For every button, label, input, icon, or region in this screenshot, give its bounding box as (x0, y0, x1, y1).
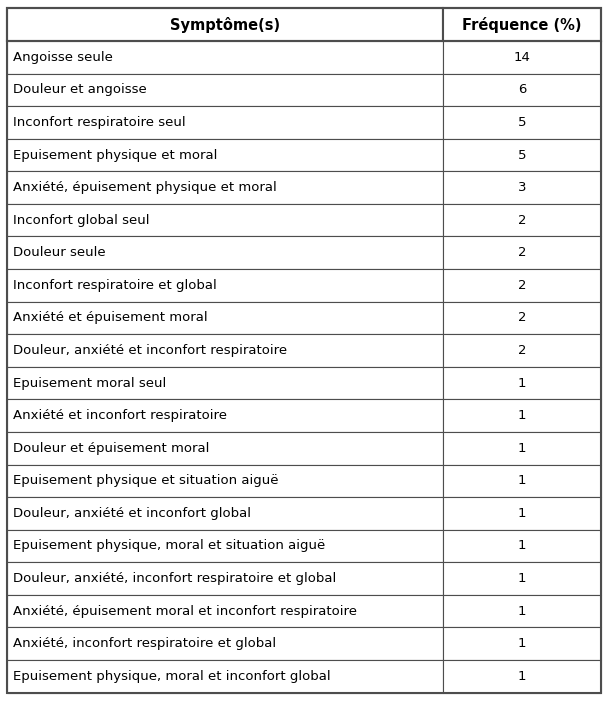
Bar (7, 367, 443, 400)
Bar (443, 139, 601, 171)
Text: 1: 1 (518, 507, 527, 520)
Bar (7, 139, 443, 171)
Bar (7, 301, 443, 334)
Text: Epuisement physique et moral: Epuisement physique et moral (13, 149, 218, 161)
Text: 1: 1 (518, 475, 527, 487)
Bar (443, 660, 601, 693)
Bar (443, 236, 601, 269)
Bar (443, 627, 601, 660)
Text: 1: 1 (518, 572, 527, 585)
Text: Epuisement moral seul: Epuisement moral seul (13, 376, 167, 390)
Text: 5: 5 (518, 149, 527, 161)
Text: Douleur, anxiété et inconfort global: Douleur, anxiété et inconfort global (13, 507, 251, 520)
Bar (443, 400, 601, 432)
Text: 1: 1 (518, 669, 527, 683)
Bar (7, 562, 443, 595)
Bar (443, 334, 601, 367)
Bar (443, 497, 601, 530)
Text: Inconfort respiratoire et global: Inconfort respiratoire et global (13, 279, 217, 292)
Text: 1: 1 (518, 409, 527, 422)
Text: Anxiété et épuisement moral: Anxiété et épuisement moral (13, 311, 208, 325)
Text: Inconfort global seul: Inconfort global seul (13, 214, 150, 226)
Text: 3: 3 (518, 181, 527, 194)
Bar (443, 595, 601, 627)
Bar (7, 530, 443, 562)
Text: Inconfort respiratoire seul: Inconfort respiratoire seul (13, 116, 186, 129)
Text: Douleur, anxiété et inconfort respiratoire: Douleur, anxiété et inconfort respiratoi… (13, 344, 288, 357)
Bar (7, 400, 443, 432)
Bar (7, 432, 443, 465)
Bar (7, 627, 443, 660)
Bar (7, 334, 443, 367)
Bar (443, 171, 601, 204)
Bar (7, 269, 443, 301)
Bar (7, 595, 443, 627)
Bar (443, 465, 601, 497)
Bar (7, 660, 443, 693)
Bar (443, 8, 601, 41)
Bar (7, 8, 443, 41)
Text: 1: 1 (518, 540, 527, 552)
Text: 1: 1 (518, 637, 527, 651)
Text: 1: 1 (518, 376, 527, 390)
Text: Epuisement physique, moral et inconfort global: Epuisement physique, moral et inconfort … (13, 669, 331, 683)
Text: Anxiété et inconfort respiratoire: Anxiété et inconfort respiratoire (13, 409, 227, 422)
Bar (7, 465, 443, 497)
Text: Anxiété, épuisement physique et moral: Anxiété, épuisement physique et moral (13, 181, 277, 194)
Bar (7, 204, 443, 236)
Bar (7, 171, 443, 204)
Bar (443, 301, 601, 334)
Text: 2: 2 (518, 279, 527, 292)
Bar (443, 204, 601, 236)
Text: 2: 2 (518, 344, 527, 357)
Text: Anxiété, inconfort respiratoire et global: Anxiété, inconfort respiratoire et globa… (13, 637, 277, 651)
Text: Angoisse seule: Angoisse seule (13, 50, 113, 64)
Bar (7, 106, 443, 139)
Bar (7, 41, 443, 74)
Text: Epuisement physique, moral et situation aiguë: Epuisement physique, moral et situation … (13, 540, 326, 552)
Bar (443, 530, 601, 562)
Bar (443, 432, 601, 465)
Bar (443, 367, 601, 400)
Text: Symptôme(s): Symptôme(s) (170, 17, 280, 33)
Text: 6: 6 (518, 83, 527, 96)
Bar (443, 74, 601, 106)
Text: Epuisement physique et situation aiguë: Epuisement physique et situation aiguë (13, 475, 279, 487)
Bar (7, 497, 443, 530)
Bar (7, 236, 443, 269)
Bar (443, 562, 601, 595)
Text: 2: 2 (518, 246, 527, 259)
Text: 2: 2 (518, 214, 527, 226)
Bar (7, 74, 443, 106)
Text: Douleur et épuisement moral: Douleur et épuisement moral (13, 442, 210, 455)
Text: Douleur seule: Douleur seule (13, 246, 106, 259)
Text: 5: 5 (518, 116, 527, 129)
Text: 1: 1 (518, 605, 527, 618)
Text: 14: 14 (514, 50, 531, 64)
Bar (443, 269, 601, 301)
Text: 1: 1 (518, 442, 527, 455)
Bar (443, 41, 601, 74)
Text: Fréquence (%): Fréquence (%) (462, 17, 582, 33)
Bar (443, 106, 601, 139)
Text: Douleur et angoisse: Douleur et angoisse (13, 83, 147, 96)
Text: Douleur, anxiété, inconfort respiratoire et global: Douleur, anxiété, inconfort respiratoire… (13, 572, 337, 585)
Text: 2: 2 (518, 311, 527, 325)
Text: Anxiété, épuisement moral et inconfort respiratoire: Anxiété, épuisement moral et inconfort r… (13, 605, 358, 618)
